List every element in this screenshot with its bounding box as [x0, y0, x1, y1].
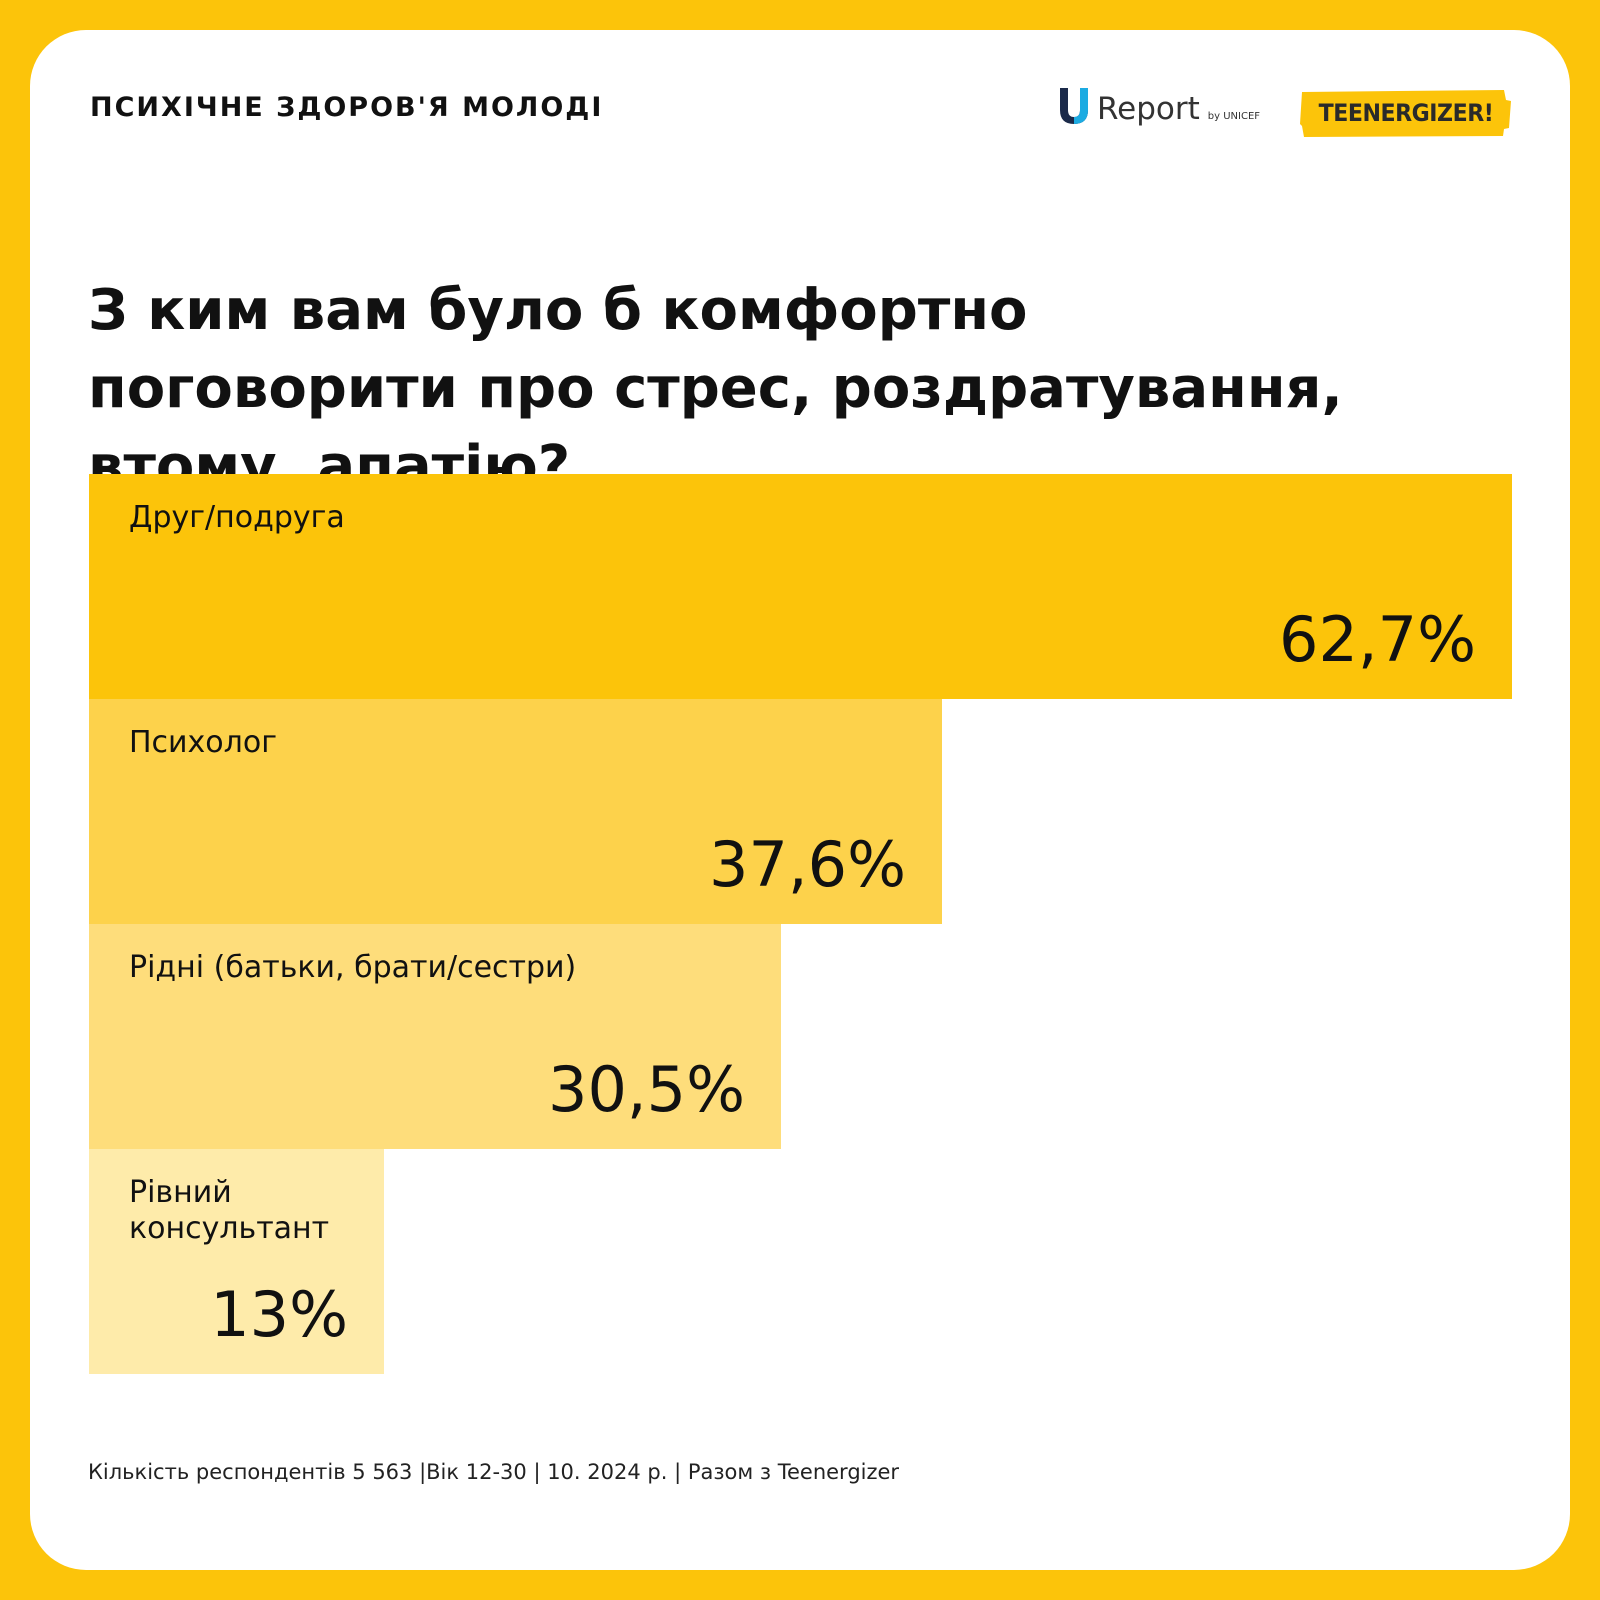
bar-label-family: Рідні (батьки, брати/сестри) [129, 950, 577, 985]
u-letter-icon [1060, 88, 1088, 124]
ureport-by-unicef: by UNICEF [1207, 111, 1261, 122]
bar-friend: Друг/подруга 62,7% [89, 474, 1512, 699]
bar-value-family: 30,5% [548, 1053, 745, 1126]
bar-label-friend: Друг/подруга [129, 500, 345, 535]
infographic-card: ПСИХІЧНЕ ЗДОРОВ'Я МОЛОДІ Report by UNICE… [30, 30, 1570, 1570]
bar-value-friend: 62,7% [1279, 603, 1476, 676]
teenergizer-logo: TEENERGIZER! [1300, 88, 1512, 138]
bar-peer-consultant: Рівний консультант 13% [89, 1149, 384, 1374]
question-title: З ким вам було б комфортно поговорити пр… [88, 278, 1343, 499]
ureport-logo: Report by UNICEF [1057, 86, 1260, 126]
topic-label: ПСИХІЧНЕ ЗДОРОВ'Я МОЛОДІ [90, 92, 604, 123]
teenergizer-badge-shape [1300, 90, 1511, 137]
bar-label-peer-consultant: Рівний консультант [129, 1175, 330, 1246]
bar-label-psychologist: Психолог [129, 725, 277, 760]
ureport-word: Report [1097, 91, 1200, 127]
footer-note: Кількість респондентів 5 563 |Вік 12-30 … [88, 1460, 900, 1484]
bar-family: Рідні (батьки, брати/сестри) 30,5% [89, 924, 781, 1149]
bar-chart: Друг/подруга 62,7% Психолог 37,6% Рідні … [89, 474, 1512, 1374]
bar-value-peer-consultant: 13% [210, 1278, 348, 1351]
teenergizer-wordmark: TEENERGIZER! [1318, 99, 1494, 127]
bar-psychologist: Психолог 37,6% [89, 699, 942, 924]
bar-value-psychologist: 37,6% [709, 828, 906, 901]
